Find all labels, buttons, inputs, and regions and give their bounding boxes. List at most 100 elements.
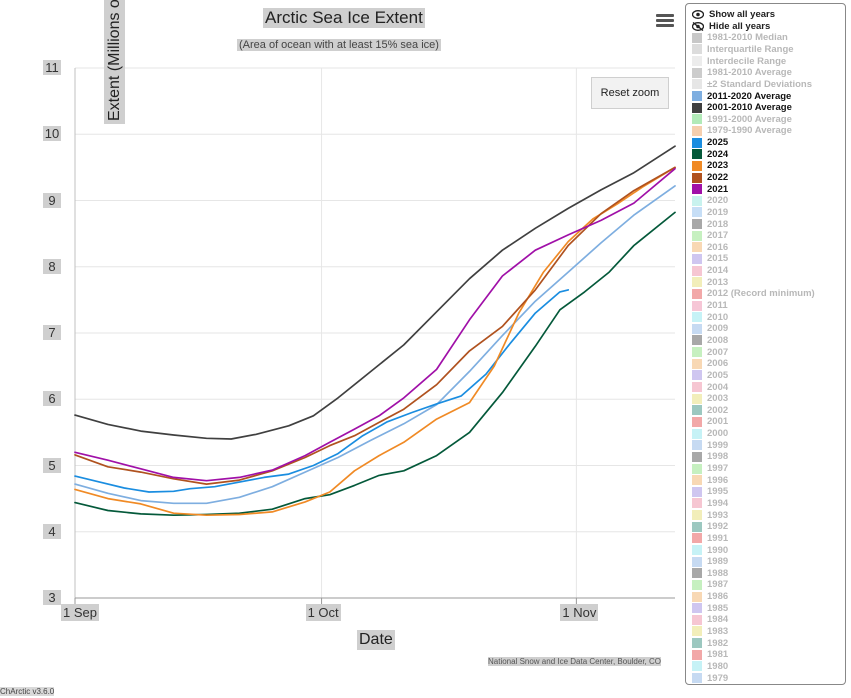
reset-zoom-button[interactable]: Reset zoom <box>591 77 669 109</box>
y-tick-label: 9 <box>43 192 61 208</box>
legend-swatch <box>692 521 702 532</box>
legend-item[interactable]: ±2 Standard Deviations <box>692 79 845 91</box>
legend-swatch <box>692 463 702 474</box>
legend-item[interactable]: 1991-2000 Average <box>692 113 845 125</box>
series-line-2011-2020-average <box>74 185 676 505</box>
legend-item[interactable]: 2007 <box>692 346 845 358</box>
hamburger-menu-icon[interactable] <box>656 14 674 30</box>
source-credit: National Snow and Ice Data Center, Bould… <box>488 657 661 666</box>
legend-item[interactable]: 2002 <box>692 405 845 417</box>
legend-item[interactable]: 1985 <box>692 602 845 614</box>
legend-item-label: 1998 <box>707 451 729 463</box>
legend-item[interactable]: 2006 <box>692 358 845 370</box>
legend-item[interactable]: 1994 <box>692 498 845 510</box>
legend-item[interactable]: 1980 <box>692 661 845 673</box>
y-tick-label: 4 <box>43 523 61 539</box>
legend-item[interactable]: 2025 <box>692 137 845 149</box>
legend-item[interactable]: 2012 (Record minimum) <box>692 288 845 300</box>
legend-item[interactable]: 2013 <box>692 276 845 288</box>
legend-item-label: ±2 Standard Deviations <box>707 78 812 90</box>
legend-item[interactable]: Interdecile Range <box>692 55 845 67</box>
legend-item[interactable]: 2005 <box>692 370 845 382</box>
legend-item[interactable]: 1983 <box>692 626 845 638</box>
legend-item[interactable]: 2018 <box>692 218 845 230</box>
y-tick-label: 7 <box>43 325 61 340</box>
legend-panel: Show all years Hide all years 1981-2010 … <box>685 3 846 685</box>
legend-item[interactable]: 1988 <box>692 567 845 579</box>
legend-item-label: 2008 <box>707 334 729 346</box>
legend-item[interactable]: 2021 <box>692 183 845 195</box>
legend-swatch <box>692 614 702 625</box>
legend-item-label: 1993 <box>707 509 729 521</box>
legend-swatch <box>692 207 702 218</box>
legend-item[interactable]: 2016 <box>692 242 845 254</box>
hide-all-years-button[interactable]: Hide all years <box>692 20 845 32</box>
legend-item[interactable]: 1979 <box>692 672 845 684</box>
legend-swatch <box>692 451 702 462</box>
legend-swatch <box>692 114 702 125</box>
legend-item-label: Interdecile Range <box>707 55 787 67</box>
legend-item[interactable]: 1989 <box>692 556 845 568</box>
legend-item-label: 2003 <box>707 393 729 405</box>
legend-item[interactable]: 2011 <box>692 300 845 312</box>
legend-item[interactable]: 2020 <box>692 195 845 207</box>
legend-item[interactable]: 2015 <box>692 253 845 265</box>
legend-item[interactable]: 1998 <box>692 451 845 463</box>
legend-swatch <box>692 91 702 102</box>
legend-item[interactable]: 1997 <box>692 463 845 475</box>
legend-item[interactable]: 1987 <box>692 579 845 591</box>
legend-item[interactable]: 2011-2020 Average <box>692 90 845 102</box>
legend-item[interactable]: 2022 <box>692 172 845 184</box>
legend-item-label: 2020 <box>707 195 729 207</box>
legend-item[interactable]: 1986 <box>692 591 845 603</box>
legend-item[interactable]: 2023 <box>692 160 845 172</box>
legend-item[interactable]: 2004 <box>692 381 845 393</box>
legend-item-label: 1981-2010 Median <box>707 32 788 44</box>
legend-item[interactable]: 2009 <box>692 323 845 335</box>
legend-item[interactable]: 2019 <box>692 207 845 219</box>
chart-title: Arctic Sea Ice Extent <box>263 8 425 28</box>
legend-swatch <box>692 277 702 288</box>
legend-swatch <box>692 79 702 90</box>
legend-item-label: 1995 <box>707 486 729 498</box>
legend-swatch <box>692 673 702 684</box>
legend-item[interactable]: 2008 <box>692 335 845 347</box>
legend-items: 1981-2010 Median Interquartile Range Inter… <box>692 32 845 684</box>
show-all-years-button[interactable]: Show all years <box>692 8 845 20</box>
legend-item[interactable]: 1993 <box>692 509 845 521</box>
legend-item-label: 1982 <box>707 637 729 649</box>
legend-item[interactable]: 2001 <box>692 416 845 428</box>
legend-item[interactable]: 1982 <box>692 637 845 649</box>
legend-item-label: 1987 <box>707 579 729 591</box>
legend-item[interactable]: 1996 <box>692 474 845 486</box>
chart-subtitle: (Area of ocean with at least 15% sea ice… <box>237 39 441 51</box>
legend-item-label: 2019 <box>707 206 729 218</box>
legend-item[interactable]: 2000 <box>692 428 845 440</box>
legend-item[interactable]: 1999 <box>692 439 845 451</box>
legend-item[interactable]: 2024 <box>692 148 845 160</box>
series-line-2024 <box>74 211 676 517</box>
legend-item[interactable]: 1984 <box>692 614 845 626</box>
legend-item[interactable]: 2010 <box>692 311 845 323</box>
legend-item[interactable]: Interquartile Range <box>692 44 845 56</box>
legend-item[interactable]: 1981 <box>692 649 845 661</box>
legend-item[interactable]: 1979-1990 Average <box>692 125 845 137</box>
legend-item-label: 2015 <box>707 253 729 265</box>
legend-item[interactable]: 1981-2010 Median <box>692 32 845 44</box>
legend-item[interactable]: 1981-2010 Average <box>692 67 845 79</box>
legend-item[interactable]: 1992 <box>692 521 845 533</box>
legend-item-label: 2017 <box>707 230 729 242</box>
legend-item[interactable]: 2017 <box>692 230 845 242</box>
legend-item[interactable]: 2001-2010 Average <box>692 102 845 114</box>
legend-item[interactable]: 1995 <box>692 486 845 498</box>
legend-swatch <box>692 184 702 195</box>
legend-item[interactable]: 2014 <box>692 265 845 277</box>
legend-item[interactable]: 1991 <box>692 533 845 545</box>
legend-swatch <box>692 160 702 171</box>
series-line-2023 <box>74 166 676 517</box>
legend-item[interactable]: 2003 <box>692 393 845 405</box>
legend-item-label: 2018 <box>707 218 729 230</box>
legend-item[interactable]: 1990 <box>692 544 845 556</box>
legend-swatch <box>692 323 702 334</box>
legend-item-label: 2011 <box>707 300 728 312</box>
